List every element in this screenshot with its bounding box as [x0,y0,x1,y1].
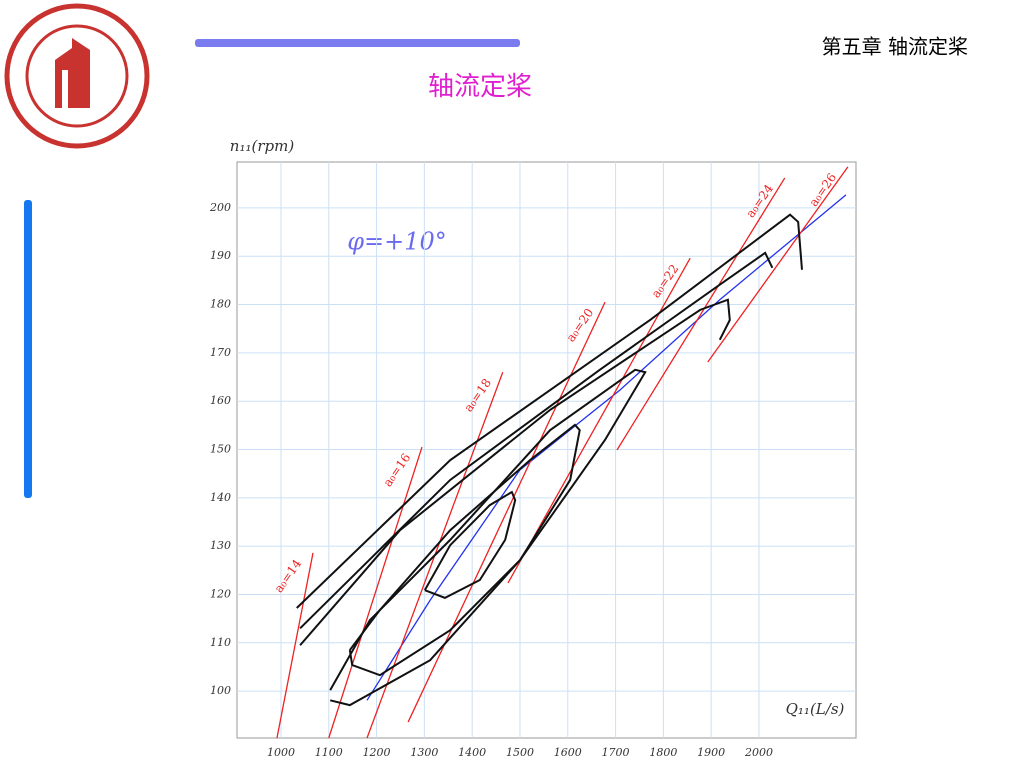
y-tick-label: 170 [210,346,231,359]
x-axis-label: Q₁₁(L/s) [786,700,845,718]
x-tick-label: 2000 [744,746,773,759]
y-tick-label: 110 [210,636,231,649]
y-tick-label: 160 [210,394,231,407]
x-tick-label: 1400 [458,746,486,759]
x-tick-label: 1600 [554,746,582,759]
header-bar [195,39,520,47]
x-tick-label: 1700 [602,746,630,759]
x-tick-label: 1000 [267,746,295,759]
y-tick-label: 100 [210,684,231,697]
side-bar [24,200,32,498]
x-tick-label: 1100 [315,746,343,759]
y-tick-label: 190 [210,249,231,262]
y-tick-label: 150 [210,443,231,456]
y-tick-label: 140 [210,491,231,504]
x-tick-label: 1300 [410,746,438,759]
annotation: φ=+10° [347,228,447,256]
slide-title: 轴流定桨 [428,72,532,102]
series-line [329,368,647,707]
series-line [276,552,314,739]
chapter: 第五章 轴流定桨 [822,35,968,59]
x-tick-label: 1200 [363,746,391,759]
y-tick-label: 130 [210,539,231,552]
series-line [616,177,786,451]
series-line [328,446,423,739]
x-tick-label: 1800 [649,746,677,759]
series-line [299,251,774,630]
series-line [423,490,517,599]
x-tick-label: 1900 [697,746,725,759]
series-line [348,423,581,677]
series-line [707,166,849,363]
x-tick-label: 1500 [506,746,534,759]
y-tick-label: 180 [210,298,231,311]
y-tick-label: 120 [210,587,231,600]
y-axis-label: n₁₁(rpm) [230,137,295,155]
logo [4,3,150,149]
series-line [296,213,803,609]
y-tick-label: 200 [209,201,231,214]
series-line [407,301,606,723]
